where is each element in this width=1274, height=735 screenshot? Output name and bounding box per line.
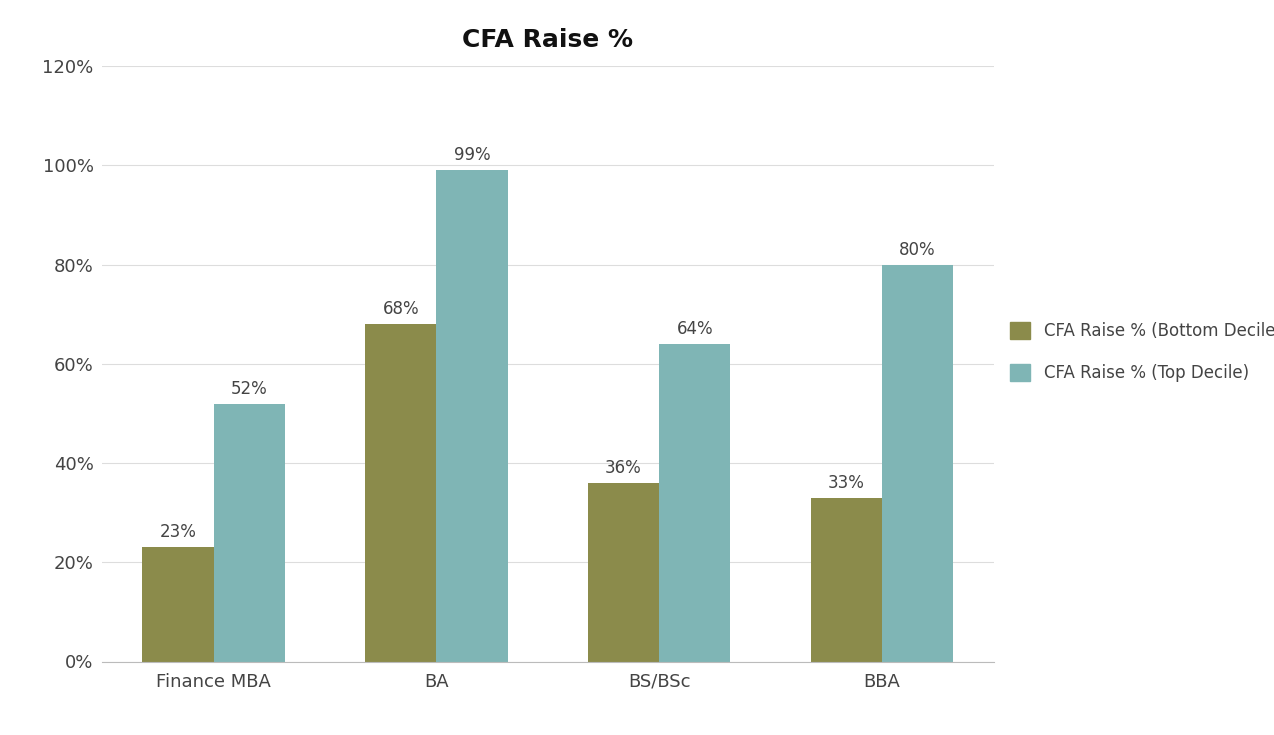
Text: 99%: 99%: [454, 146, 490, 165]
Title: CFA Raise %: CFA Raise %: [462, 28, 633, 51]
Text: 23%: 23%: [159, 523, 196, 542]
Text: 64%: 64%: [676, 320, 713, 338]
Text: 33%: 33%: [828, 474, 865, 492]
Bar: [143, 548, 214, 662]
Bar: [810, 498, 882, 662]
Legend: CFA Raise % (Bottom Decile), CFA Raise % (Top Decile): CFA Raise % (Bottom Decile), CFA Raise %…: [1003, 314, 1274, 390]
Text: 80%: 80%: [899, 240, 936, 259]
Text: 68%: 68%: [382, 300, 419, 318]
Bar: [882, 265, 953, 662]
Bar: [214, 404, 285, 662]
Bar: [587, 483, 659, 662]
Bar: [659, 344, 730, 662]
Text: 52%: 52%: [231, 379, 268, 398]
Text: 36%: 36%: [605, 459, 642, 477]
Bar: [437, 171, 508, 662]
Bar: [366, 324, 437, 662]
